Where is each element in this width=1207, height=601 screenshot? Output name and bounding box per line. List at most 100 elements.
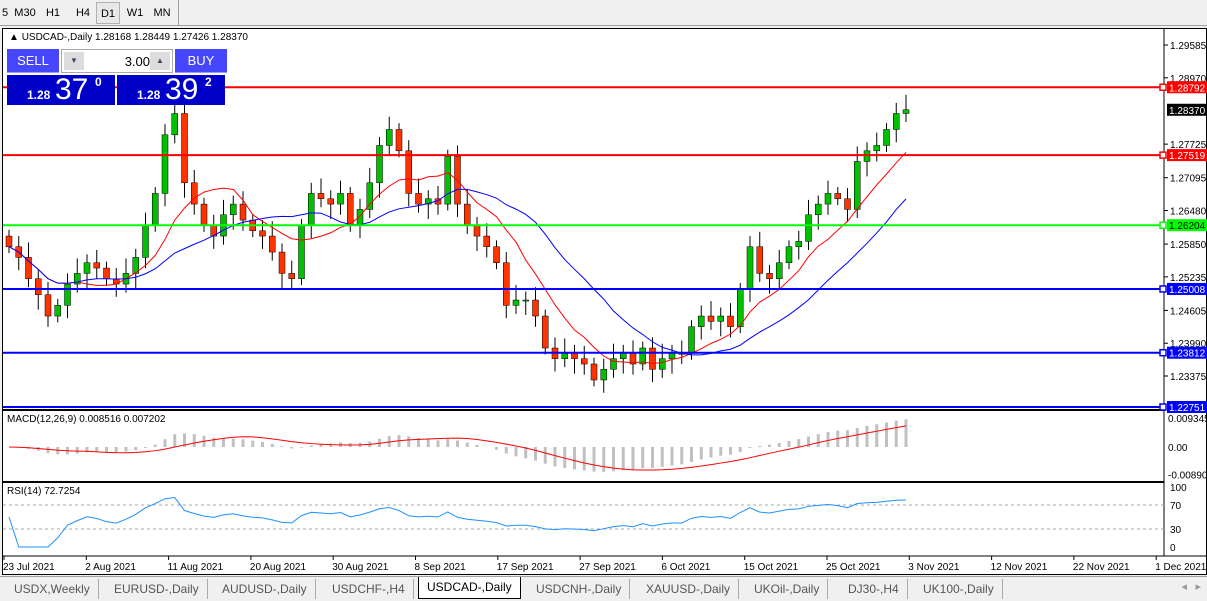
level-handle[interactable] <box>1159 403 1167 411</box>
scroll-left-icon[interactable]: ◂ <box>1181 581 1187 593</box>
scroll-right-icon[interactable]: ▸ <box>1195 581 1201 593</box>
chart-tab[interactable]: USDX,Weekly <box>6 579 99 599</box>
sell-price[interactable]: 1.28 37 0 <box>7 73 115 106</box>
candle <box>395 129 403 152</box>
chart-tab[interactable]: EURUSD-,Daily <box>106 579 208 599</box>
chart-tab[interactable]: USDCAD-,Daily <box>418 577 521 599</box>
price-tick-label: 1.25235 <box>1170 273 1207 284</box>
candle <box>25 257 32 279</box>
timeframe-H1[interactable]: H1 <box>45 7 61 19</box>
increase-quantity-button[interactable]: ▲ <box>150 52 170 70</box>
candle <box>795 241 802 247</box>
level-price-label: 1.26204 <box>1169 221 1206 232</box>
candle <box>522 299 529 302</box>
candle <box>298 225 305 279</box>
candle <box>717 315 724 322</box>
sell-price-pips: 37 <box>55 73 89 106</box>
candle <box>649 347 656 370</box>
candle <box>181 113 188 184</box>
macd-tick-label: 0.00 <box>1168 443 1188 454</box>
buy-price[interactable]: 1.28 39 2 <box>117 73 225 106</box>
timeframe-H4[interactable]: H4 <box>75 7 91 19</box>
rsi-tick-label: 70 <box>1170 501 1182 512</box>
chart-tab[interactable]: AUDUSD-,Daily <box>214 579 316 599</box>
toolbar-divider <box>178 0 179 26</box>
price-tick-label: 1.23990 <box>1170 339 1207 350</box>
rsi-tick-label: 30 <box>1170 525 1182 536</box>
chart-tab[interactable]: DJ30-,H4 <box>840 579 908 599</box>
buy-price-fraction: 2 <box>205 75 212 89</box>
price-tick-label: 1.28970 <box>1170 74 1207 85</box>
price-tick-label: 1.29585 <box>1170 41 1207 52</box>
date-tick-label: 30 Aug 2021 <box>332 562 389 573</box>
chart-tab[interactable]: USDCHF-,H4 <box>324 579 414 599</box>
level-price-badge <box>1167 219 1207 232</box>
level-handle[interactable] <box>1159 151 1167 159</box>
price-tick-label: 1.24605 <box>1170 306 1207 317</box>
macd-signal-line <box>8 425 907 471</box>
candle <box>278 251 286 274</box>
candle <box>893 113 900 130</box>
candle <box>600 369 607 381</box>
sell-button[interactable]: SELL <box>7 49 59 73</box>
level-handle[interactable] <box>1159 348 1167 357</box>
candle <box>142 225 149 258</box>
candle <box>756 246 763 274</box>
level-price-label: 1.25008 <box>1169 285 1206 296</box>
level-price-badge <box>1167 149 1207 162</box>
quantity-input[interactable] <box>86 52 150 70</box>
candle <box>35 278 42 295</box>
date-tick-label: 25 Oct 2021 <box>826 562 881 573</box>
quantity-stepper[interactable]: ▼ ▲ <box>61 49 173 73</box>
level-price-label: 1.23812 <box>1169 349 1206 360</box>
timeframe-D1[interactable]: D1 <box>96 2 120 24</box>
current-price-badge <box>1167 103 1207 116</box>
candle <box>288 273 295 279</box>
decrease-quantity-button[interactable]: ▼ <box>64 52 84 70</box>
candle <box>571 353 578 359</box>
chart-window[interactable]: 1.29585 1.28970 1.27725 1.27095 1.26480 1.258… <box>2 28 1207 575</box>
rsi-tick-label: 0 <box>1170 543 1176 554</box>
chart-tab[interactable]: UKOil-,Daily <box>746 579 829 599</box>
candle <box>698 315 705 327</box>
timeframe-MN[interactable]: MN <box>153 7 171 19</box>
level-handle[interactable] <box>1159 221 1167 229</box>
candle <box>688 326 695 354</box>
candle <box>259 230 266 237</box>
timeframe-W1[interactable]: W1 <box>126 7 144 19</box>
candle <box>93 262 100 269</box>
candle <box>366 182 373 210</box>
level-handle[interactable] <box>1159 83 1167 92</box>
level-price-badge <box>1167 282 1207 295</box>
candle <box>5 235 13 247</box>
chart-canvas[interactable]: 1.29585 1.28970 1.27725 1.27095 1.26480 1.258… <box>3 29 1207 576</box>
candle <box>581 358 588 365</box>
candle <box>610 358 617 370</box>
macd-tick-label: -0.008902 <box>1168 471 1207 482</box>
chart-tab[interactable]: USDCNH-,Daily <box>528 579 631 599</box>
level-price-badge <box>1167 346 1207 359</box>
chart-tab[interactable]: XAUUSD-,Daily <box>638 579 740 599</box>
candle <box>493 246 500 263</box>
candle <box>337 193 344 205</box>
candle <box>171 113 178 136</box>
level-handle[interactable] <box>1159 285 1167 293</box>
candle <box>327 198 334 205</box>
candle <box>405 150 412 194</box>
buy-button[interactable]: BUY <box>175 49 227 73</box>
candle <box>902 109 910 114</box>
candle <box>191 182 198 205</box>
sell-price-prefix: 1.28 <box>27 88 51 102</box>
ohlc-values: 1.28168 1.28449 1.27426 1.28370 <box>95 32 248 43</box>
collapse-arrow-icon[interactable]: ▲ <box>9 32 22 43</box>
chart-tab[interactable]: UK100-,Daily <box>915 579 1003 599</box>
timeframe-M30[interactable]: M30 <box>14 7 36 19</box>
candle <box>512 299 520 306</box>
rsi-tick-label: 100 <box>1170 483 1187 494</box>
candle <box>707 315 715 322</box>
candle <box>785 246 793 263</box>
timeframe-5[interactable]: 5 <box>1 7 9 19</box>
candle <box>308 193 315 226</box>
candle <box>269 235 276 253</box>
candle <box>863 150 871 162</box>
